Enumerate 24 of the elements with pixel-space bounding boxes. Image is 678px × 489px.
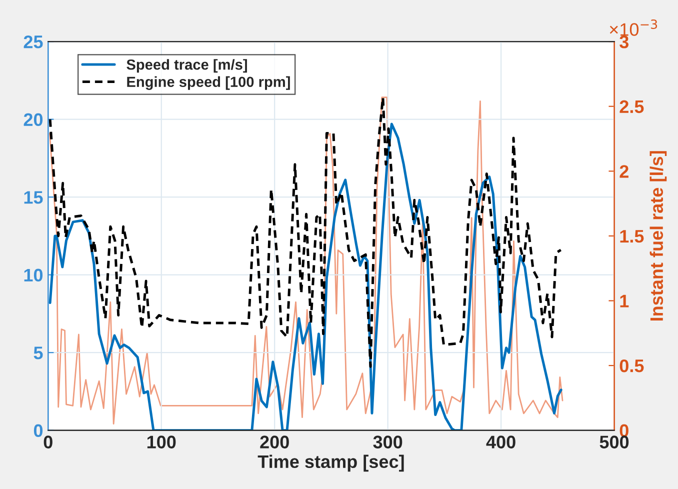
text: ×10$^{−3}$	[610, 19, 658, 36]
x-tick-label: 100	[147, 436, 176, 448]
y2-axis-title: Instant fuel rate [l/s]	[650, 151, 667, 321]
x-tick-label: 400	[486, 436, 516, 448]
y2-tick-label: 0.5	[620, 359, 644, 372]
y-tick-label: 25	[24, 36, 43, 48]
legend-label: Speed trace [m/s]	[126, 59, 247, 73]
y2-tick-label: 3	[620, 36, 629, 48]
y2-tick-label: 2.5	[620, 100, 644, 114]
y-tick-label: 0	[34, 424, 43, 438]
x-tick-label: 0	[44, 436, 52, 448]
y2-tick-label: 1	[620, 294, 629, 308]
y-tick-label: 20	[24, 113, 43, 126]
x-tick-label: 200	[260, 436, 289, 448]
line-series	[48, 96, 562, 368]
x-tick-label: 500	[600, 436, 629, 448]
y-tick-label: 15	[24, 191, 43, 204]
y2-tick-label: 1.5	[620, 230, 644, 243]
y-tick-label: 10	[24, 268, 43, 282]
y-tick-label: 5	[34, 346, 43, 360]
y2-tick-label: 2	[620, 165, 628, 178]
legend-label: Engine speed [100 rpm]	[127, 76, 290, 90]
x-axis-title: Time stamp [sec]	[258, 454, 404, 472]
x-tick-label: 300	[373, 436, 402, 448]
